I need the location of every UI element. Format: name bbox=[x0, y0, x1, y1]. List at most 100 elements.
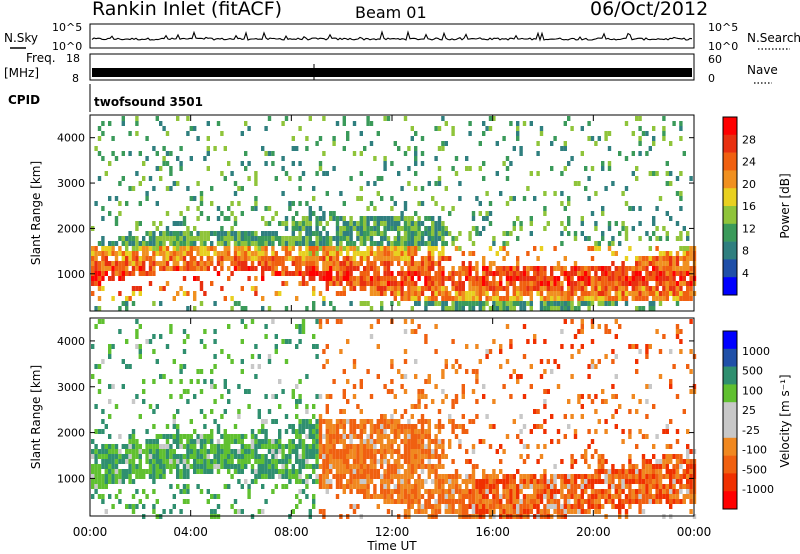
heatmap-cell bbox=[247, 266, 251, 271]
heatmap-cell bbox=[502, 266, 506, 271]
heatmap-cell bbox=[397, 474, 401, 479]
heatmap-cell bbox=[145, 251, 149, 256]
heatmap-cell bbox=[434, 454, 438, 459]
heatmap-cell bbox=[366, 369, 370, 374]
heatmap-cell bbox=[645, 291, 649, 296]
heatmap-cell bbox=[672, 256, 676, 261]
heatmap-cell bbox=[108, 266, 112, 271]
heatmap-cell bbox=[335, 419, 340, 424]
heatmap-cell bbox=[434, 156, 438, 161]
heatmap-cell bbox=[526, 474, 530, 479]
heatmap-cell bbox=[363, 489, 367, 494]
heatmap-cell bbox=[257, 414, 261, 419]
heatmap-cell bbox=[516, 484, 520, 489]
heatmap-cell bbox=[400, 429, 404, 434]
heatmap-cell bbox=[203, 424, 207, 429]
heatmap-cell bbox=[271, 271, 275, 276]
heatmap-cell bbox=[383, 469, 387, 474]
heatmap-cell bbox=[546, 296, 550, 301]
heatmap-cell bbox=[669, 474, 673, 479]
heatmap-cell bbox=[631, 271, 635, 276]
heatmap-cell bbox=[254, 459, 258, 464]
heatmap-cell bbox=[131, 509, 136, 514]
heatmap-cell bbox=[101, 256, 105, 261]
heatmap-cell bbox=[247, 161, 251, 166]
heatmap-cell bbox=[471, 464, 476, 469]
heatmap-cell bbox=[281, 256, 285, 261]
heatmap-cell bbox=[414, 266, 418, 271]
heatmap-cell bbox=[114, 444, 119, 449]
colorbar-swatch bbox=[723, 455, 737, 474]
heatmap-cell bbox=[533, 271, 537, 276]
heatmap-cell bbox=[155, 464, 159, 469]
heatmap-cell bbox=[233, 231, 238, 236]
heatmap-cell bbox=[417, 504, 421, 509]
heatmap-cell bbox=[529, 171, 533, 176]
heatmap-cell bbox=[672, 266, 676, 271]
heatmap-cell bbox=[645, 276, 649, 281]
heatmap-cell bbox=[648, 146, 652, 151]
heatmap-cell bbox=[624, 231, 629, 236]
heatmap-cell bbox=[329, 266, 333, 271]
heatmap-cell bbox=[407, 424, 411, 429]
heatmap-cell bbox=[427, 231, 431, 236]
heatmap-cell bbox=[131, 271, 136, 276]
heatmap-cell bbox=[675, 261, 680, 266]
heatmap-cell bbox=[580, 296, 584, 301]
heatmap-cell bbox=[301, 281, 306, 286]
heatmap-cell bbox=[148, 246, 153, 251]
heatmap-cell bbox=[230, 474, 234, 479]
heatmap-cell bbox=[618, 494, 622, 499]
heatmap-cell bbox=[264, 236, 268, 241]
heatmap-cell bbox=[359, 484, 363, 489]
heatmap-cell bbox=[482, 306, 486, 311]
heatmap-cell bbox=[111, 344, 115, 349]
heatmap-cell bbox=[431, 439, 435, 444]
heatmap-cell bbox=[281, 484, 285, 489]
heatmap-cell bbox=[689, 464, 693, 469]
heatmap-cell bbox=[203, 449, 207, 454]
heatmap-cell bbox=[179, 221, 183, 226]
heatmap-cell bbox=[485, 271, 489, 276]
heatmap-cell bbox=[199, 191, 204, 196]
heatmap-cell bbox=[94, 271, 98, 276]
heatmap-cell bbox=[380, 464, 384, 469]
heatmap-cell bbox=[244, 389, 248, 394]
heatmap-cell bbox=[499, 191, 503, 196]
heatmap-cell bbox=[261, 464, 265, 469]
heatmap-cell bbox=[495, 271, 499, 276]
heatmap-cell bbox=[342, 226, 346, 231]
heatmap-cell bbox=[356, 444, 360, 449]
heatmap-cell bbox=[570, 354, 574, 359]
heatmap-cell bbox=[458, 301, 462, 306]
heatmap-cell bbox=[444, 141, 448, 146]
heatmap-cell bbox=[145, 429, 149, 434]
heatmap-cell bbox=[410, 494, 414, 499]
heatmap-cell bbox=[645, 256, 649, 261]
heatmap-cell bbox=[458, 504, 462, 509]
heatmap-cell bbox=[437, 459, 442, 464]
heatmap-cell bbox=[652, 404, 656, 409]
heatmap-cell bbox=[675, 329, 680, 334]
heatmap-cell bbox=[444, 291, 448, 296]
heatmap-cell bbox=[400, 384, 404, 389]
heatmap-cell bbox=[679, 281, 683, 286]
heatmap-cell bbox=[522, 306, 527, 311]
heatmap-cell bbox=[437, 474, 442, 479]
heatmap-cell bbox=[556, 429, 561, 434]
heatmap-cell bbox=[499, 349, 503, 354]
heatmap-cell bbox=[397, 146, 401, 151]
heatmap-cell bbox=[437, 419, 442, 424]
heatmap-cell bbox=[312, 266, 316, 271]
heatmap-cell bbox=[458, 306, 462, 311]
heatmap-cell bbox=[295, 324, 299, 329]
heatmap-cell bbox=[366, 474, 370, 479]
heatmap-cell bbox=[393, 281, 397, 286]
heatmap-cell bbox=[138, 499, 142, 504]
heatmap-cell bbox=[451, 419, 455, 424]
heatmap-cell bbox=[638, 116, 642, 121]
heatmap-cell bbox=[624, 236, 629, 241]
heatmap-cell bbox=[414, 404, 418, 409]
heatmap-cell bbox=[458, 196, 462, 201]
heatmap-cell bbox=[315, 141, 319, 146]
